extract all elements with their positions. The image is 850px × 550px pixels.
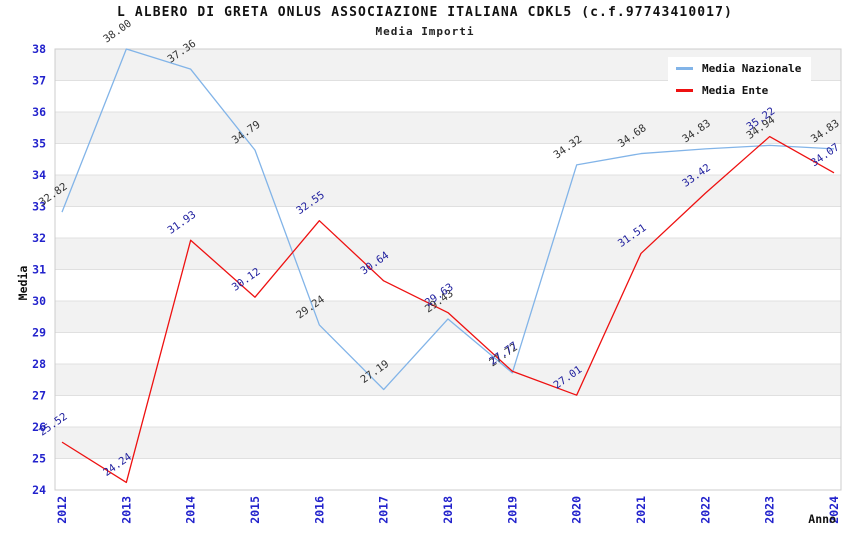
- y-tick-label: 26: [32, 420, 46, 434]
- x-tick-label: 2012: [55, 496, 69, 524]
- series-line-media-nazionale: [61, 48, 835, 391]
- y-tick-label: 34: [32, 168, 46, 182]
- chart-title: L ALBERO DI GRETA ONLUS ASSOCIAZIONE ITA…: [117, 5, 733, 20]
- data-label: 38.00: [101, 17, 134, 45]
- plot-border: [54, 48, 842, 491]
- y-tick-label: 33: [32, 200, 46, 214]
- y-tick-label: 31: [32, 263, 46, 277]
- y-tick-label: 29: [32, 326, 46, 340]
- grid-band: [55, 364, 841, 396]
- x-tick-label: 2015: [248, 496, 262, 524]
- y-tick-label: 24: [32, 483, 46, 497]
- legend: Media Nazionale Media Ente: [668, 57, 812, 103]
- y-tick-label: 37: [32, 74, 46, 88]
- x-tick-label: 2022: [698, 496, 712, 524]
- y-tick-label: 27: [32, 389, 46, 403]
- x-tick-label: 2018: [441, 496, 455, 524]
- y-tick-label: 36: [32, 105, 46, 119]
- legend-label: Media Ente: [702, 84, 769, 97]
- x-tick-label: 2014: [184, 496, 198, 524]
- y-axis-title: Media: [16, 266, 30, 301]
- grid-band: [55, 112, 841, 144]
- y-tick-label: 38: [32, 42, 46, 56]
- y-tick-label: 25: [32, 452, 46, 466]
- x-tick-label: 2013: [119, 496, 133, 524]
- line-swatch-nazionale: [676, 67, 693, 70]
- y-tick-label: 30: [32, 294, 46, 308]
- grid-band: [55, 238, 841, 270]
- data-label: 31.93: [166, 209, 199, 237]
- y-tick-label: 32: [32, 231, 46, 245]
- legend-label: Media Nazionale: [702, 62, 802, 75]
- x-tick-label: 2017: [377, 496, 391, 524]
- grid-band: [55, 301, 841, 333]
- x-tick-label: 2024: [827, 496, 841, 524]
- x-tick-label: 2016: [312, 496, 326, 524]
- grid-band: [55, 427, 841, 459]
- x-tick-label: 2023: [763, 496, 777, 524]
- line-swatch-ente: [676, 89, 693, 92]
- grid-band: [55, 175, 841, 207]
- series-line-media-ente: [61, 135, 835, 484]
- legend-item-media-nazionale: Media Nazionale: [676, 62, 801, 75]
- chart-subtitle: Media Importi: [375, 25, 475, 38]
- x-tick-label: 2021: [634, 496, 648, 524]
- y-tick-label: 35: [32, 137, 46, 151]
- x-axis-title: Anno: [808, 512, 836, 526]
- x-tick-label: 2019: [505, 496, 519, 524]
- legend-item-media-ente: Media Ente: [676, 84, 801, 97]
- data-label: 34.07: [809, 141, 842, 169]
- x-tick-label: 2020: [570, 496, 584, 524]
- y-tick-label: 28: [32, 357, 46, 371]
